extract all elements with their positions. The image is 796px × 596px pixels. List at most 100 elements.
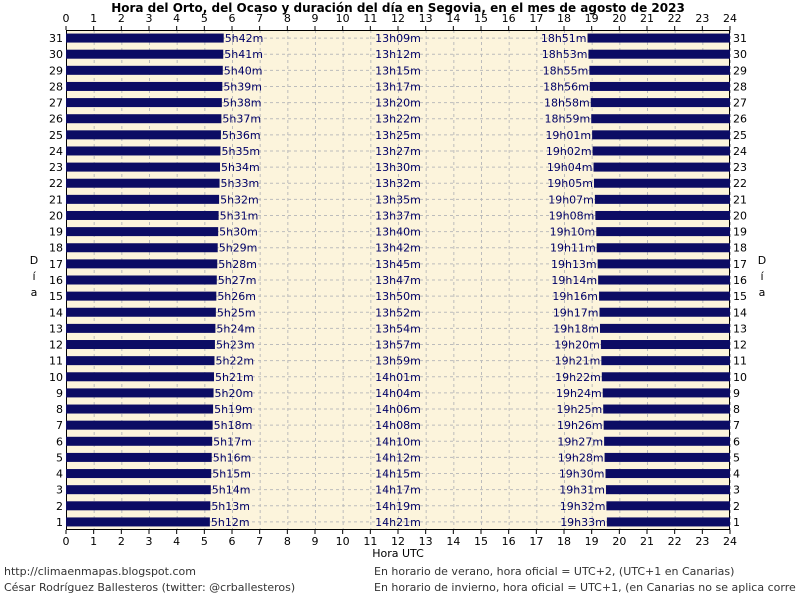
x-tick-label: 16 (502, 12, 516, 25)
night-bar-morning (66, 259, 218, 269)
day-label-right: 23 (733, 161, 747, 174)
day-label-left: 4 (56, 468, 63, 481)
day-label-left: 21 (49, 193, 63, 206)
sunset-label: 19h21m (555, 355, 601, 368)
sunset-label: 19h27m (557, 435, 603, 448)
night-bar-evening (588, 49, 730, 59)
day-label-right: 3 (733, 484, 740, 497)
sunrise-label: 5h28m (218, 258, 257, 271)
night-bar-morning (66, 178, 220, 188)
night-bar-morning (66, 404, 214, 414)
night-bar-morning (66, 420, 213, 430)
night-bar-evening (601, 372, 730, 382)
sunset-label: 19h30m (559, 468, 605, 481)
sunrise-label: 5h39m (223, 80, 262, 93)
x-tick-label: 3 (146, 12, 153, 25)
night-bar-morning (66, 307, 216, 317)
day-label-right: 6 (733, 435, 740, 448)
sunset-label: 19h28m (558, 451, 604, 464)
daylength-label: 13h52m (375, 306, 421, 319)
x-tick-label: 23 (695, 12, 709, 25)
sunset-label: 18h56m (543, 80, 589, 93)
night-bar-evening (605, 469, 730, 479)
night-bar-evening (603, 420, 730, 430)
sunset-label: 18h58m (544, 97, 590, 110)
night-bar-evening (589, 81, 730, 91)
x-tick-label: 5 (201, 535, 208, 548)
footer-author: César Rodríguez Ballesteros (twitter: @c… (4, 581, 296, 594)
daylength-label: 13h27m (375, 145, 421, 158)
day-label-right: 14 (733, 306, 747, 319)
sunset-label: 19h31m (559, 484, 605, 497)
x-tick-label: 11 (363, 535, 377, 548)
daylength-label: 14h15m (375, 468, 421, 481)
daylength-label: 13h59m (375, 355, 421, 368)
sunrise-label: 5h35m (221, 145, 260, 158)
night-bar-morning (66, 194, 220, 204)
night-bar-evening (594, 194, 730, 204)
x-tick-label: 1 (90, 535, 97, 548)
sunrise-label: 5h26m (217, 290, 256, 303)
day-label-left: 13 (49, 322, 63, 335)
night-bar-evening (604, 436, 730, 446)
x-tick-label: 24 (723, 12, 737, 25)
sunrise-label: 5h19m (214, 403, 253, 416)
x-tick-label: 14 (446, 535, 460, 548)
daylength-label: 13h09m (375, 32, 421, 45)
sunrise-label: 5h14m (212, 484, 251, 497)
sunrise-label: 5h18m (214, 419, 253, 432)
x-tick-label: 15 (474, 12, 488, 25)
x-tick-label: 23 (695, 535, 709, 548)
night-bar-morning (66, 81, 223, 91)
day-label-left: 24 (49, 145, 63, 158)
day-label-right: 22 (733, 177, 747, 190)
daylength-label: 13h37m (375, 209, 421, 222)
day-label-left: 11 (49, 355, 63, 368)
sunset-label: 19h11m (550, 242, 596, 255)
night-bar-morning (66, 210, 219, 220)
x-tick-label: 24 (723, 535, 737, 548)
night-bar-morning (66, 372, 215, 382)
day-label-left: 14 (49, 306, 63, 319)
sunset-label: 19h18m (553, 322, 599, 335)
daylength-label: 13h35m (375, 193, 421, 206)
night-bar-evening (606, 501, 730, 511)
day-label-left: 10 (49, 371, 63, 384)
x-tick-label: 19 (585, 535, 599, 548)
x-tick-label: 6 (229, 12, 236, 25)
day-label-left: 12 (49, 339, 63, 352)
day-label-left: 5 (56, 451, 63, 464)
day-label-right: 20 (733, 209, 747, 222)
daylength-label: 14h01m (375, 371, 421, 384)
x-tick-label: 15 (474, 535, 488, 548)
day-label-right: 27 (733, 97, 747, 110)
x-tick-label: 0 (63, 12, 70, 25)
daylength-label: 13h40m (375, 226, 421, 239)
night-bar-morning (66, 291, 217, 301)
sunrise-label: 5h33m (221, 177, 260, 190)
sunset-label: 18h55m (543, 64, 589, 77)
x-tick-label: 17 (529, 535, 543, 548)
night-bar-evening (593, 178, 730, 188)
daylength-label: 13h57m (375, 339, 421, 352)
night-bar-morning (66, 98, 222, 108)
daylength-label: 14h08m (375, 419, 421, 432)
sunset-label: 19h10m (550, 226, 596, 239)
night-bar-morning (66, 49, 224, 59)
sunrise-label: 5h32m (220, 193, 259, 206)
daylength-label: 14h12m (375, 451, 421, 464)
x-tick-label: 14 (446, 12, 460, 25)
daylength-label: 13h47m (375, 274, 421, 287)
x-tick-label: 6 (229, 535, 236, 548)
night-bar-evening (602, 388, 730, 398)
sun-chart: Hora del Orto, del Ocaso y duración del … (30, 1, 766, 560)
x-tick-label: 22 (668, 535, 682, 548)
day-label-left: 27 (49, 97, 63, 110)
day-label-left: 19 (49, 226, 63, 239)
sunrise-label: 5h21m (215, 371, 254, 384)
day-label-right: 9 (733, 387, 740, 400)
day-label-left: 3 (56, 484, 63, 497)
day-label-right: 21 (733, 193, 747, 206)
sunset-label: 18h59m (545, 113, 591, 126)
day-label-right: 30 (733, 48, 747, 61)
